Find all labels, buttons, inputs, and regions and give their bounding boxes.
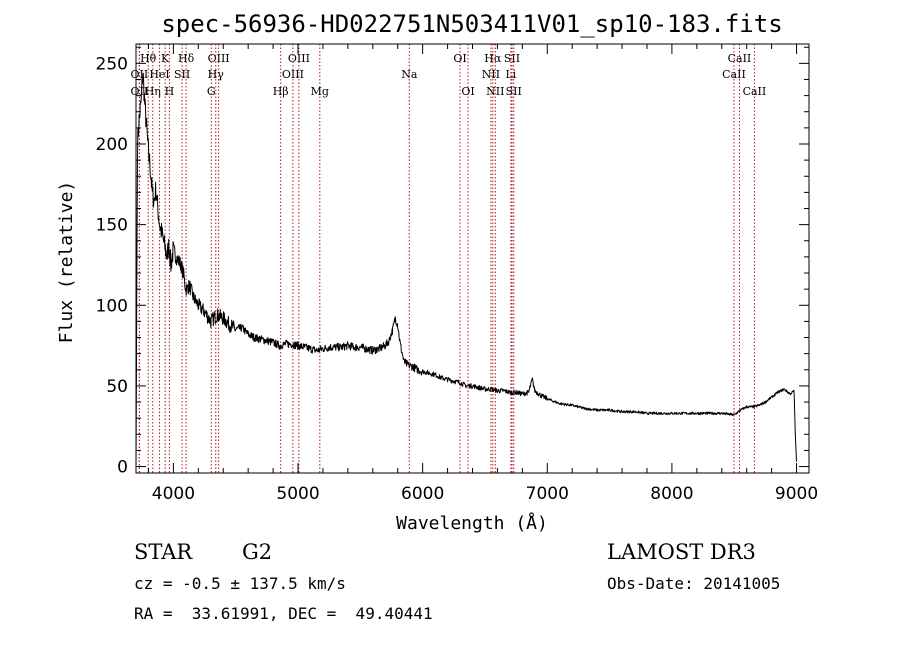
line-label-25: NII — [486, 85, 504, 98]
coordinates: RA = 33.61991, DEC = 49.40441 — [134, 604, 433, 623]
line-label-7: SII — [504, 52, 520, 65]
y-tick-label-5: 250 — [96, 54, 128, 74]
line-label-23: Mg — [311, 85, 329, 98]
line-label-16: Li — [505, 68, 516, 81]
line-label-4: OIII — [288, 52, 310, 65]
line-label-11: SII — [174, 68, 190, 81]
spectral-subclass: G2 — [242, 540, 273, 564]
line-label-12: Hγ — [208, 68, 225, 81]
x-tick-label-3: 7000 — [526, 484, 569, 504]
y-axis-label: Flux (relative) — [56, 181, 77, 344]
x-axis-label: Wavelength (Å) — [396, 512, 548, 534]
redshift-text: cz = -0.5 ± 137.5 km/s — [134, 574, 346, 593]
line-label-1: K — [161, 52, 170, 65]
line-label-5: OI — [453, 52, 466, 65]
line-label-27: CaII — [743, 85, 767, 98]
line-label-6: Hα — [484, 52, 502, 65]
line-label-21: G — [207, 85, 216, 98]
line-label-15: NII — [482, 68, 500, 81]
y-tick-label-3: 150 — [96, 216, 128, 236]
y-tick-label-1: 50 — [106, 377, 128, 397]
line-label-3: OIII — [208, 52, 230, 65]
x-tick-label-0: 4000 — [152, 484, 195, 504]
plot-frame — [135, 43, 810, 474]
obs-date: Obs-Date: 20141005 — [607, 574, 781, 593]
chart-title: spec-56936-HD022751N503411V01_sp10-183.f… — [161, 10, 782, 38]
object-type: STAR — [134, 540, 193, 564]
line-label-13: OIII — [282, 68, 304, 81]
y-tick-label-2: 100 — [96, 296, 128, 316]
x-tick-label-2: 6000 — [401, 484, 444, 504]
line-label-26: SII — [506, 85, 522, 98]
spectrum-line — [135, 72, 797, 467]
spectrum-series — [135, 72, 797, 467]
line-label-10: HeI — [149, 68, 169, 81]
y-tick-label-0: 0 — [117, 458, 128, 478]
survey-name: LAMOST DR3 — [607, 540, 756, 564]
line-label-24: OI — [461, 85, 474, 98]
line-label-2: Hδ — [178, 52, 195, 65]
x-tick-label-4: 8000 — [650, 484, 693, 504]
x-tick-label-1: 5000 — [276, 484, 319, 504]
line-label-22: Hβ — [273, 85, 289, 98]
line-label-19: Hη — [145, 85, 161, 98]
line-label-20: H — [165, 85, 175, 98]
axis-ticks: 4000 5000 6000 7000 8000 9000 0 50 100 150 200 250 — [96, 44, 818, 504]
x-tick-label-5: 9000 — [775, 484, 818, 504]
y-tick-label-4: 200 — [96, 135, 128, 155]
line-label-17: CaII — [722, 68, 746, 81]
line-label-14: Na — [401, 68, 418, 81]
line-label-8: CaII — [728, 52, 752, 65]
